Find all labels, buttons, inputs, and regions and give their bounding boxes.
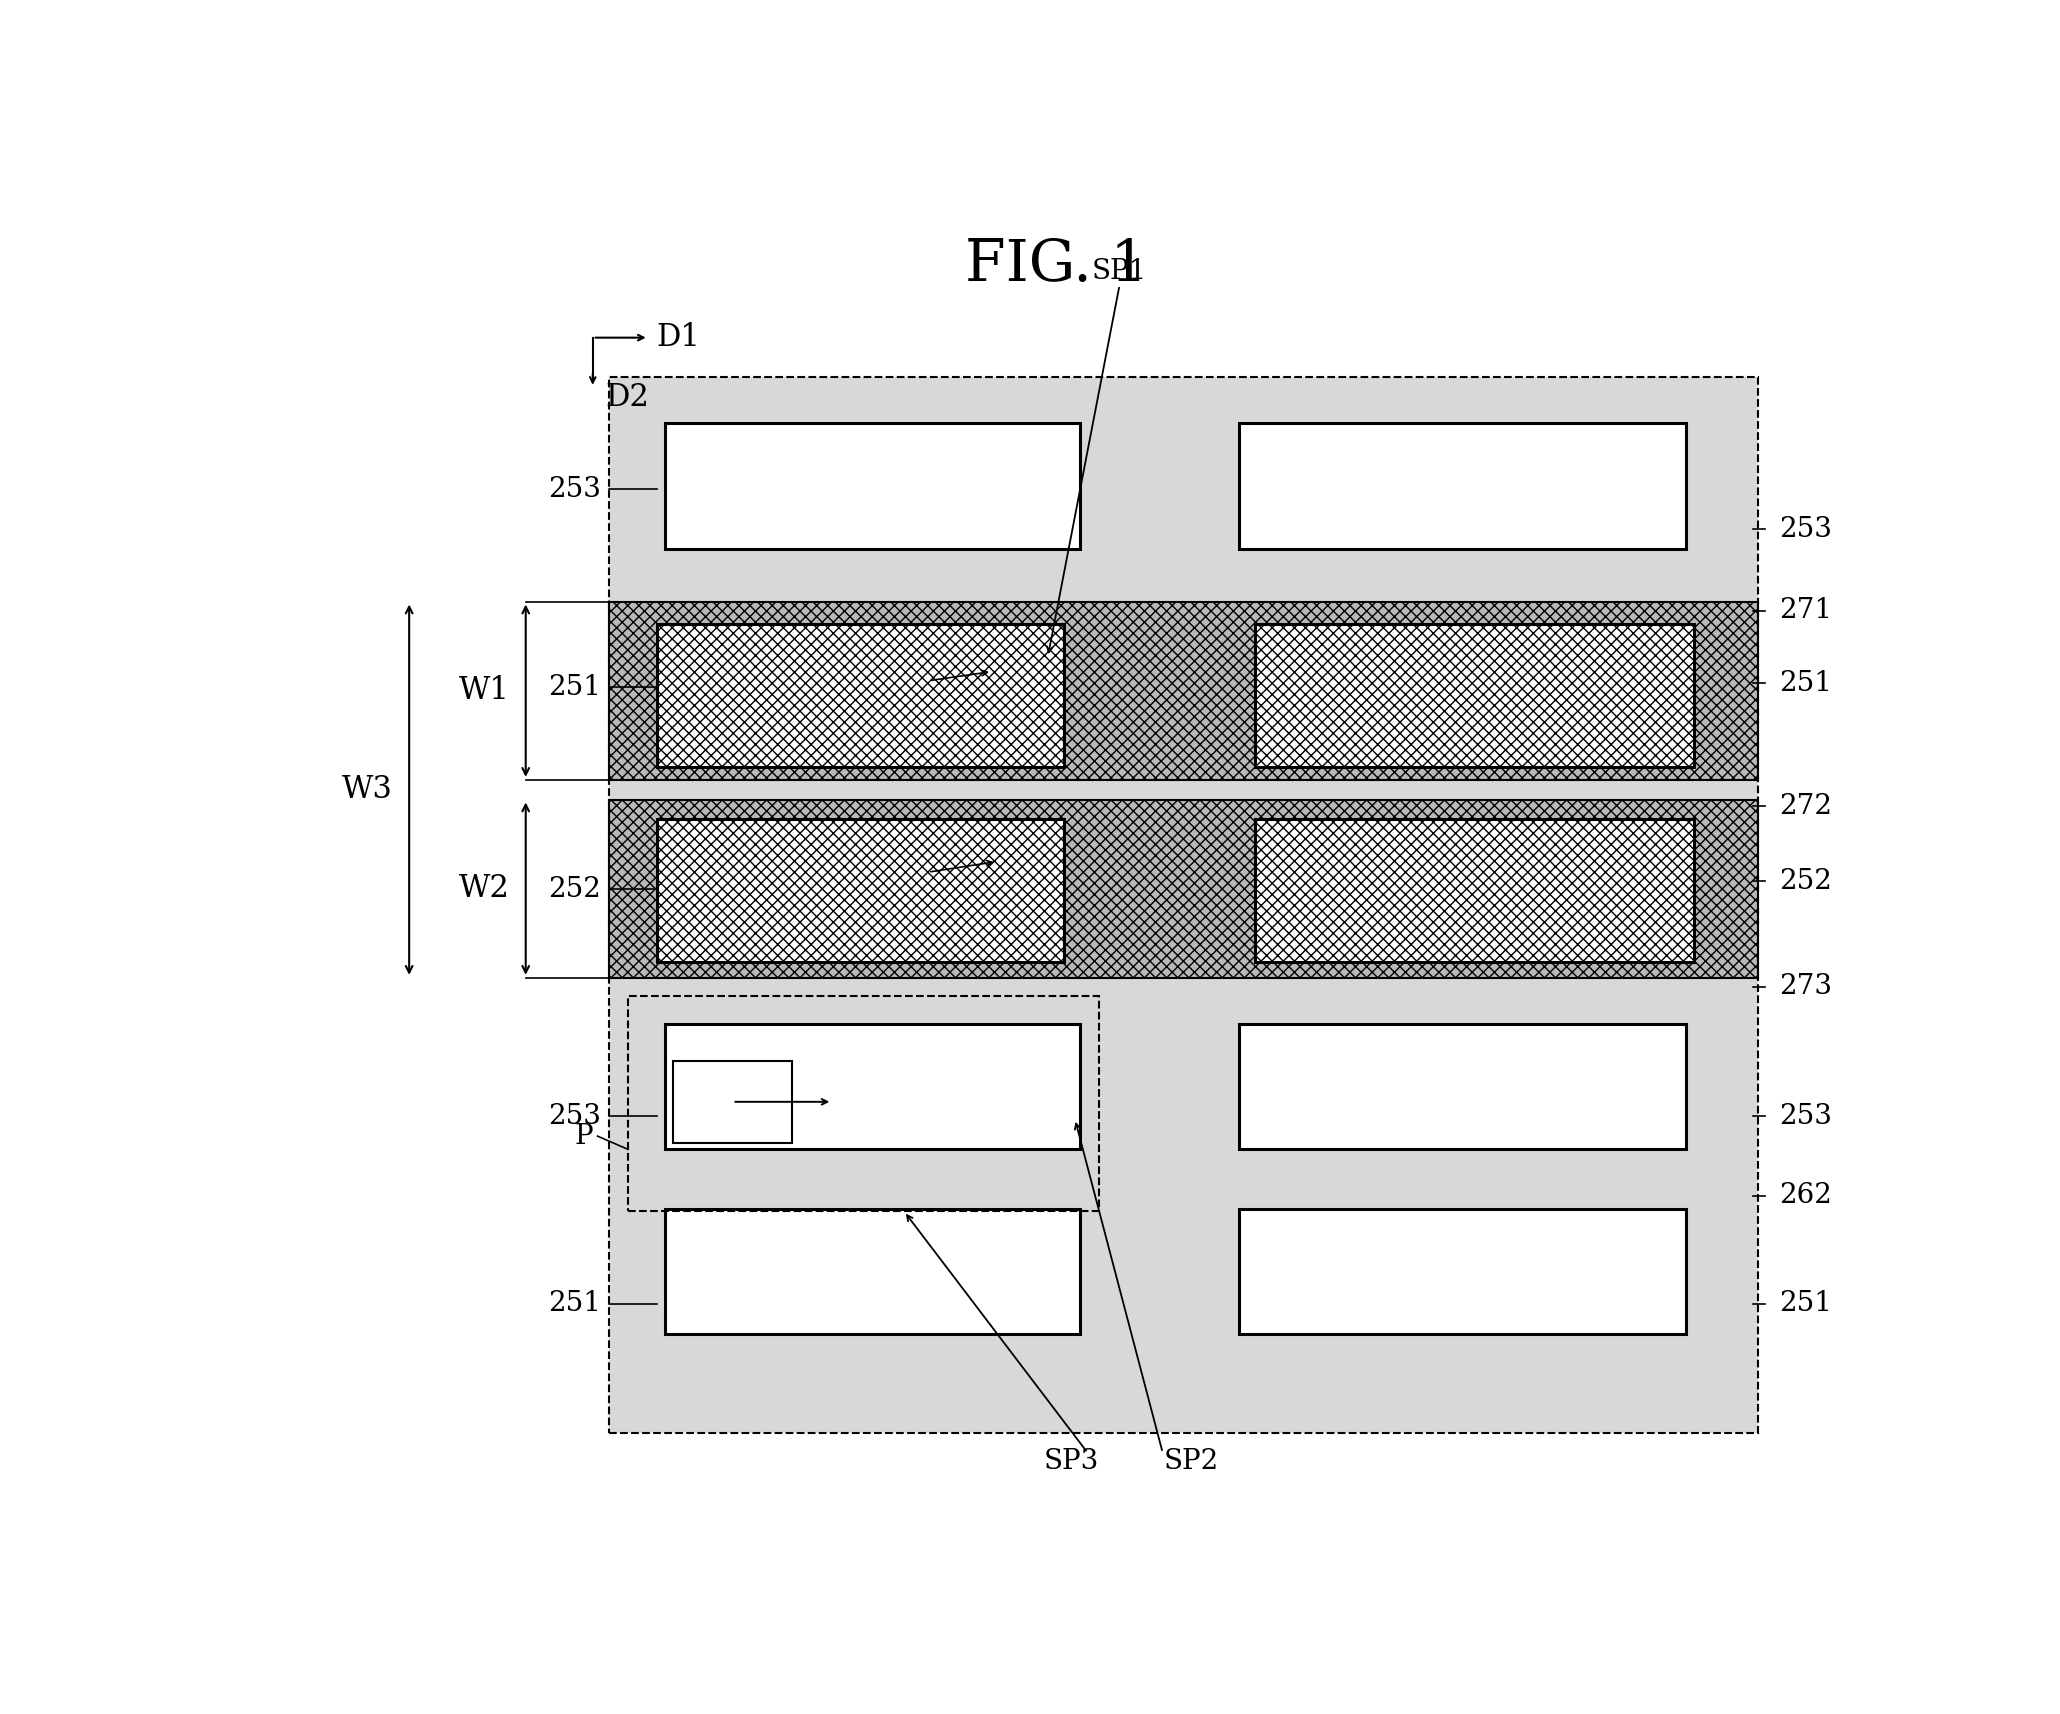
Text: 262: 262 <box>1780 1183 1831 1208</box>
Bar <box>1255 624 1693 766</box>
Text: 253: 253 <box>1780 1102 1831 1130</box>
Bar <box>657 624 1063 766</box>
Bar <box>665 1208 1079 1333</box>
Bar <box>657 819 1063 962</box>
Text: 253: 253 <box>548 476 602 502</box>
Text: SP3: SP3 <box>1044 1448 1100 1476</box>
Text: 253: 253 <box>548 1102 602 1130</box>
Bar <box>610 602 1759 780</box>
Text: 251: 251 <box>1780 1291 1831 1318</box>
Text: 251: 251 <box>1780 670 1831 698</box>
Text: 271: 271 <box>1780 598 1831 624</box>
Bar <box>665 423 1079 548</box>
Text: D1: D1 <box>657 322 700 353</box>
Text: 253: 253 <box>1780 516 1831 543</box>
Bar <box>628 996 1098 1212</box>
Bar <box>1255 819 1693 962</box>
Bar <box>672 1061 793 1143</box>
Text: D2: D2 <box>606 382 649 413</box>
Bar <box>1240 1023 1687 1150</box>
Text: 251: 251 <box>548 674 602 701</box>
Text: 272: 272 <box>1780 792 1831 819</box>
Text: 252: 252 <box>548 876 602 903</box>
Bar <box>1240 423 1687 548</box>
Bar <box>1240 1208 1687 1333</box>
Text: SP1: SP1 <box>1092 257 1147 285</box>
Text: P: P <box>575 1123 593 1150</box>
Text: W2: W2 <box>459 872 509 905</box>
Text: 273: 273 <box>1780 974 1831 1001</box>
Text: 252: 252 <box>1780 867 1831 895</box>
Bar <box>610 377 1759 1433</box>
Text: 251: 251 <box>548 1291 602 1318</box>
Text: FIG. 1: FIG. 1 <box>964 237 1147 293</box>
Bar <box>610 799 1759 977</box>
Text: W1: W1 <box>459 675 509 706</box>
Text: W3: W3 <box>342 775 393 806</box>
Bar <box>665 1023 1079 1150</box>
Text: SP2: SP2 <box>1164 1448 1220 1476</box>
